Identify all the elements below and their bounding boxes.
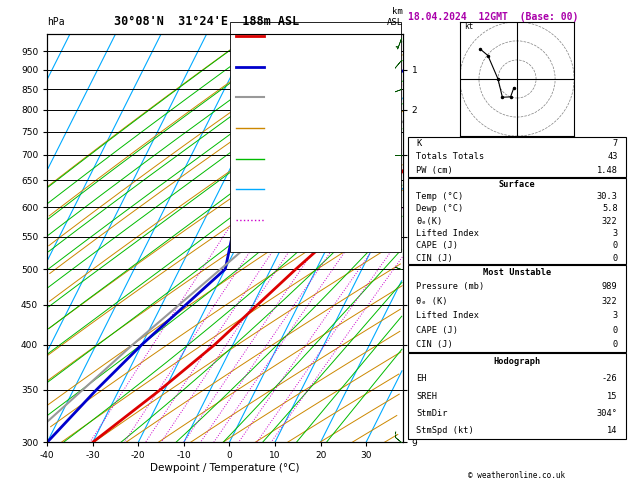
Text: K: K — [416, 139, 421, 148]
Text: 7: 7 — [613, 139, 618, 148]
Text: 1.48: 1.48 — [597, 166, 618, 175]
Text: 18.04.2024  12GMT  (Base: 00): 18.04.2024 12GMT (Base: 00) — [408, 12, 578, 22]
Text: Totals Totals: Totals Totals — [416, 153, 484, 161]
Text: 3: 3 — [613, 312, 618, 320]
Text: EH: EH — [416, 374, 427, 383]
Text: Lifted Index: Lifted Index — [416, 229, 479, 238]
Text: 0: 0 — [613, 326, 618, 335]
Text: 2: 2 — [277, 205, 281, 210]
Text: Temperature: Temperature — [267, 33, 314, 39]
Text: Dry Adiabat: Dry Adiabat — [267, 125, 314, 131]
Text: SREH: SREH — [416, 392, 437, 400]
Text: Hodograph: Hodograph — [493, 357, 541, 366]
Text: 8: 8 — [360, 205, 364, 210]
Text: -26: -26 — [602, 374, 618, 383]
Text: 0: 0 — [613, 242, 618, 250]
Text: 3: 3 — [613, 229, 618, 238]
Text: Dewp (°C): Dewp (°C) — [416, 204, 464, 213]
Text: StmSpd (kt): StmSpd (kt) — [416, 426, 474, 435]
Text: km
ASL: km ASL — [386, 7, 403, 27]
Text: 14: 14 — [607, 426, 618, 435]
Text: 4: 4 — [317, 205, 321, 210]
Text: 30.3: 30.3 — [597, 192, 618, 201]
Text: 6: 6 — [342, 205, 345, 210]
Text: hPa: hPa — [47, 17, 65, 27]
Text: 15: 15 — [607, 392, 618, 400]
FancyBboxPatch shape — [408, 137, 626, 177]
Text: 0: 0 — [613, 254, 618, 263]
Text: Temp (°C): Temp (°C) — [416, 192, 464, 201]
Text: 1: 1 — [240, 205, 244, 210]
Text: CAPE (J): CAPE (J) — [416, 326, 459, 335]
Text: PW (cm): PW (cm) — [416, 166, 453, 175]
Text: 989: 989 — [602, 282, 618, 292]
FancyBboxPatch shape — [230, 22, 401, 252]
Text: © weatheronline.co.uk: © weatheronline.co.uk — [469, 471, 565, 480]
Text: kt: kt — [464, 22, 473, 32]
Text: Lifted Index: Lifted Index — [416, 312, 479, 320]
Text: θₑ (K): θₑ (K) — [416, 297, 448, 306]
Text: CIN (J): CIN (J) — [416, 254, 453, 263]
Text: Surface: Surface — [499, 179, 535, 189]
Text: 0: 0 — [613, 340, 618, 349]
Text: 322: 322 — [602, 297, 618, 306]
Text: Most Unstable: Most Unstable — [483, 268, 551, 277]
Text: Dewpoint: Dewpoint — [267, 64, 301, 69]
Text: 43: 43 — [607, 153, 618, 161]
Text: 304°: 304° — [597, 409, 618, 418]
Text: θₑ(K): θₑ(K) — [416, 217, 443, 226]
Text: Wet Adiabat: Wet Adiabat — [267, 156, 314, 161]
Text: 322: 322 — [602, 217, 618, 226]
FancyBboxPatch shape — [408, 353, 626, 439]
Text: Parcel Trajectory: Parcel Trajectory — [267, 94, 340, 100]
FancyBboxPatch shape — [408, 265, 626, 352]
Text: 30°08'N  31°24'E  188m ASL: 30°08'N 31°24'E 188m ASL — [114, 15, 300, 28]
Text: Pressure (mb): Pressure (mb) — [416, 282, 484, 292]
FancyBboxPatch shape — [408, 178, 626, 264]
Text: CAPE (J): CAPE (J) — [416, 242, 459, 250]
Text: Mixing Ratio: Mixing Ratio — [267, 217, 318, 223]
Text: CIN (J): CIN (J) — [416, 340, 453, 349]
Text: Isotherm: Isotherm — [267, 186, 301, 192]
Text: StmDir: StmDir — [416, 409, 448, 418]
X-axis label: Dewpoint / Temperature (°C): Dewpoint / Temperature (°C) — [150, 463, 299, 473]
Text: 5.8: 5.8 — [602, 204, 618, 213]
Text: 3: 3 — [300, 205, 304, 210]
Text: 10: 10 — [372, 205, 380, 210]
